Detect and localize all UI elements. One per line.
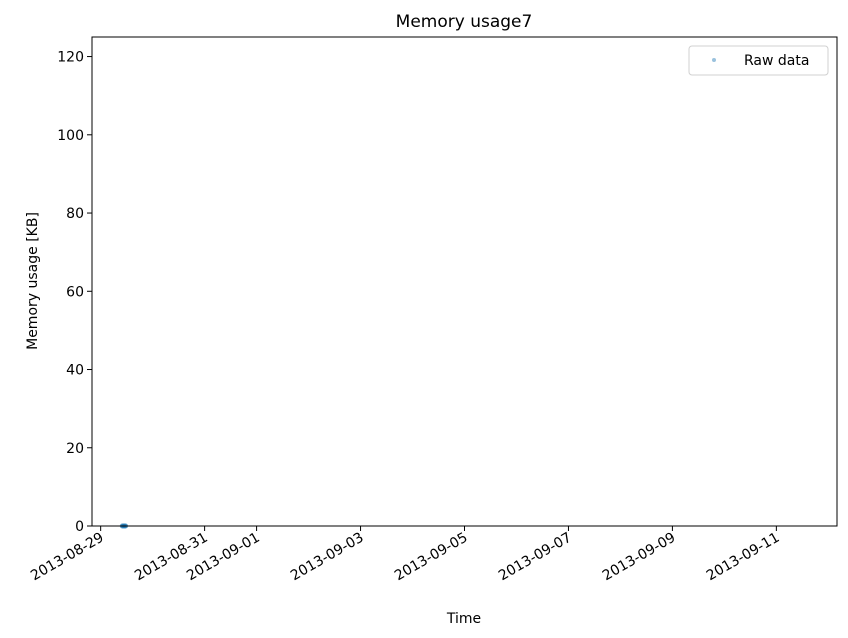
y-tick-label: 100 <box>57 128 84 144</box>
legend-marker <box>712 58 716 62</box>
y-tick-label: 120 <box>57 50 84 66</box>
y-axis-label: Memory usage [KB] <box>25 212 41 350</box>
y-tick-label: 60 <box>66 284 84 300</box>
plot-area-frame <box>91 36 838 527</box>
y-axis-ticks: 0 20 40 60 80 100 120 <box>57 50 92 535</box>
legend: Raw data <box>688 45 829 76</box>
x-axis-label: Time <box>446 611 481 627</box>
y-tick-label: 80 <box>66 206 84 222</box>
legend-label-raw-data: Raw data <box>744 53 809 69</box>
legend-box <box>688 45 829 76</box>
y-tick-label: 20 <box>66 441 84 457</box>
y-tick-label: 0 <box>75 519 84 535</box>
y-tick-label: 40 <box>66 363 84 379</box>
chart-title: Memory usage7 <box>396 12 533 32</box>
